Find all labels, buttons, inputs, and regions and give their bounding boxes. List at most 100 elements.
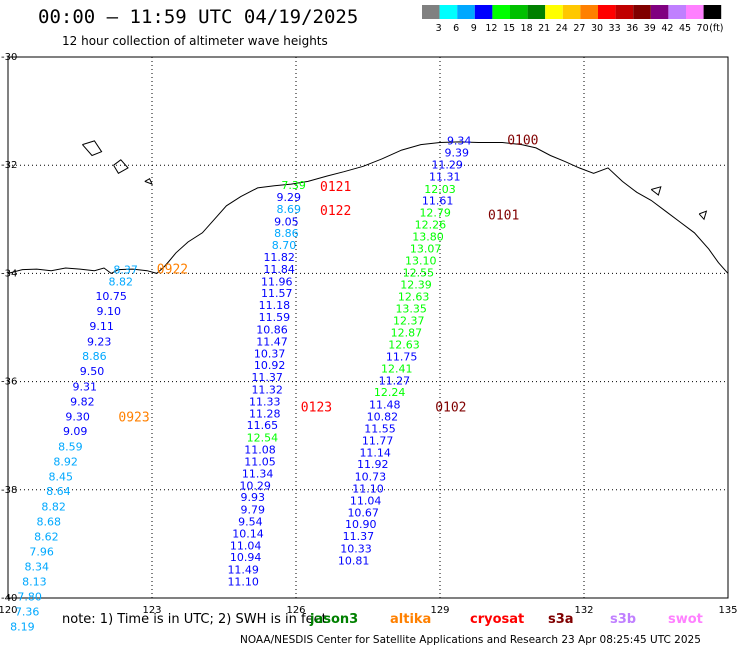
note-text: note: 1) Time is in UTC; 2) SWH is in fe…: [62, 612, 327, 627]
wave-height-label: 11.61: [422, 195, 454, 208]
wave-height-label: 12.24: [374, 386, 406, 399]
wave-height-label: 9.11: [89, 320, 114, 333]
wave-height-label: 8.19: [10, 620, 35, 633]
axis-ticks: 120 123 126 129 132 135 -30 -32 -34 -36 -38 -40: [0, 52, 738, 616]
wave-height-tracks: 8.378.8210.759.109.119.238.869.509.319.8…: [10, 135, 471, 634]
page-subtitle: 12 hour collection of altimeter wave hei…: [62, 34, 328, 48]
wave-height-label: 10.37: [254, 347, 286, 360]
wave-height-label: 12.63: [388, 339, 420, 352]
wave-height-label: 11.92: [357, 458, 389, 471]
lon-tick-label: 126: [286, 605, 305, 616]
wave-height-label: 11.33: [249, 395, 281, 408]
pass-time-label: 0100: [507, 134, 538, 149]
island-outline: [82, 140, 103, 157]
legend-swatch: [545, 5, 563, 19]
pass-time-label: 0123: [301, 400, 332, 415]
wave-height-label: 10.67: [347, 506, 379, 519]
wave-height-label: 8.62: [34, 531, 59, 544]
wave-height-label: 11.55: [364, 422, 396, 435]
wave-height-label: 11.65: [247, 419, 279, 432]
satellite-swot: swot: [668, 612, 703, 627]
wave-height-label: 8.82: [109, 275, 134, 288]
wave-height-label: 11.14: [359, 446, 391, 459]
lat-tick-label: -36: [1, 377, 17, 388]
wave-height-label: 8.59: [58, 440, 83, 453]
wave-height-label: 8.70: [272, 239, 297, 252]
legend-label: 70: [697, 23, 709, 34]
lon-tick-label: 123: [142, 605, 161, 616]
wave-height-label: 11.77: [362, 434, 394, 447]
wave-height-label: 9.79: [241, 504, 266, 517]
wave-height-label: 9.30: [65, 411, 90, 424]
page-title: 00:00 – 11:59 UTC 04/19/2025: [38, 6, 359, 28]
wave-height-label: 13.80: [412, 230, 444, 243]
legend-label: 6: [453, 23, 459, 34]
legend-label: 3: [436, 23, 442, 34]
legend-swatch: [703, 5, 722, 19]
legend-swatch: [492, 5, 510, 19]
wave-height-label: 11.48: [369, 399, 401, 412]
lat-tick-label: -40: [1, 593, 17, 604]
track-0100-0102: 9.349.3911.2911.3112.0311.6112.7912.2613…: [338, 135, 472, 568]
wave-height-label: 7.36: [15, 605, 40, 618]
legend-swatch: [668, 5, 686, 19]
wave-height-label: 11.29: [431, 158, 463, 171]
wave-height-label: 10.81: [338, 554, 370, 567]
wave-height-label: 8.34: [25, 560, 50, 573]
coastline-path: [7, 141, 729, 274]
wave-height-label: 11.75: [386, 351, 418, 364]
wave-height-label: 8.68: [37, 516, 62, 529]
wave-height-label: 10.75: [95, 290, 127, 303]
legend-label: 39: [644, 23, 656, 34]
wave-height-label: 8.82: [41, 500, 66, 513]
color-legend: 3 6 9 12 15 18 21 24 27 30 33 36 39 42 45 70 (ft): [422, 5, 724, 34]
lat-tick-label: -32: [1, 160, 17, 171]
lon-tick-label: 135: [718, 605, 737, 616]
lat-tick-label: -38: [1, 485, 17, 496]
wave-height-label: 11.49: [227, 564, 259, 577]
wave-height-label: 12.39: [400, 279, 432, 292]
legend-swatch: [474, 5, 493, 19]
wave-height-label: 10.90: [345, 518, 377, 531]
wave-height-label: 11.32: [251, 384, 283, 397]
legend-label: 33: [609, 23, 621, 34]
wave-height-label: 12.79: [419, 207, 451, 220]
wave-height-label: 11.04: [230, 539, 262, 552]
wave-height-label: 11.05: [244, 455, 276, 468]
legend-swatch: [422, 5, 440, 19]
lat-tick-label: -30: [1, 52, 17, 63]
wave-height-label: 12.54: [247, 432, 279, 445]
pass-time-label: 0102: [435, 400, 466, 415]
lon-tick-label: 120: [0, 605, 18, 616]
legend-label: 42: [661, 23, 673, 34]
legend-swatch: [510, 5, 528, 19]
pass-time-label: 0922: [157, 262, 188, 277]
legend-label: 9: [471, 23, 477, 34]
wave-height-label: 10.29: [239, 479, 271, 492]
wave-height-label: 10.33: [340, 543, 372, 556]
wave-height-label: 12.37: [393, 314, 425, 327]
wave-height-label: 11.82: [263, 251, 295, 264]
wave-height-label: 9.29: [277, 191, 302, 204]
wave-height-label: 9.23: [87, 335, 112, 348]
legend-label: 12: [485, 23, 497, 34]
legend-label: 18: [521, 23, 533, 34]
island-outline: [698, 210, 708, 221]
legend-label: 45: [679, 23, 691, 34]
wave-height-label: 8.64: [46, 485, 71, 498]
wave-height-label: 12.03: [424, 183, 456, 196]
legend-label: 15: [503, 23, 515, 34]
wave-height-label: 11.04: [350, 494, 382, 507]
legend-label: 24: [556, 23, 568, 34]
legend-swatch: [580, 5, 598, 19]
wave-height-label: 9.54: [238, 516, 263, 529]
wave-height-label: 9.82: [70, 395, 95, 408]
wave-height-label: 10.86: [256, 323, 288, 336]
pass-labels: 0100 0121 0122 0101 0922 0123 0102 0923: [118, 134, 538, 426]
wave-height-label: 10.82: [367, 411, 399, 424]
lon-tick-label: 132: [574, 605, 593, 616]
legend-label: 27: [573, 23, 585, 34]
wave-height-label: 9.05: [274, 215, 299, 228]
wave-height-label: 11.10: [227, 576, 259, 589]
legend-swatch: [598, 5, 616, 19]
